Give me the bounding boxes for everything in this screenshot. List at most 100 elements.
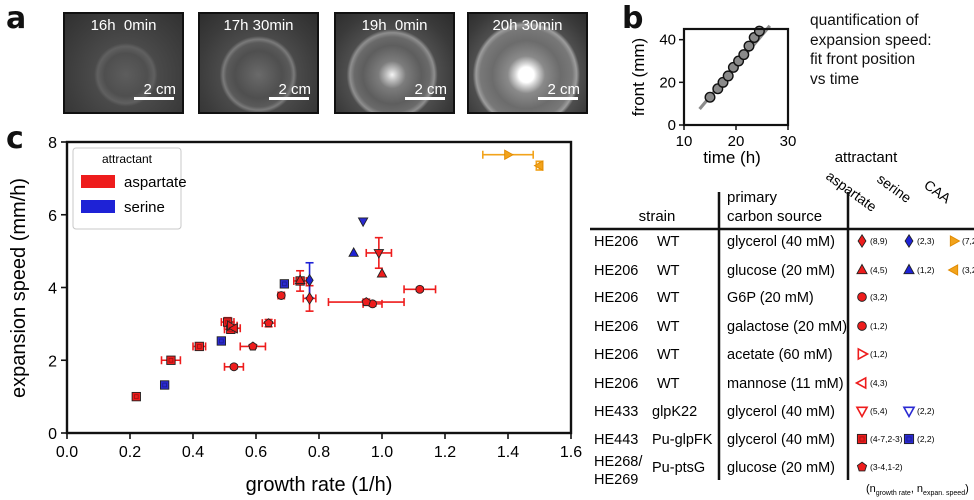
x-tick-label: 20: [728, 133, 745, 150]
sample-count: (2,2): [917, 406, 935, 416]
data-point: [357, 217, 369, 228]
footnote: (ngrowth rate, nexpan. speed): [866, 483, 969, 497]
timepoint-label: 20h 30min: [492, 17, 563, 34]
data-point-inner: [168, 357, 174, 363]
strain-genotype: WT: [657, 263, 680, 279]
panel-letter-c: c: [6, 121, 24, 156]
legend-label: aspartate: [124, 174, 187, 191]
strain-genotype: WT: [657, 290, 680, 306]
row-marker: [855, 406, 869, 419]
front-vs-time-chart: 10 20 30 0 20 40 time (h) front (mm): [629, 24, 797, 167]
y-axis-label: expansion speed (mm/h): [8, 178, 30, 398]
row-marker-inner: [906, 436, 912, 442]
x-tick-label: 0.4: [182, 444, 204, 461]
x-tick-label: 0.8: [308, 444, 330, 461]
table-row: HE206 WT acetate (60 mM) (1,2): [594, 347, 888, 363]
carbon-source: acetate (60 mM): [727, 347, 833, 363]
scalebar: [405, 97, 445, 100]
data-point: [376, 267, 388, 278]
footnote-text: ): [965, 483, 969, 495]
scalebar-label: 2 cm: [547, 81, 580, 98]
sample-count: (8,9): [870, 236, 888, 246]
table-row: HE206 WT glucose (20 mM) (4,5) (1,2) (3,2): [594, 263, 974, 279]
sample-count: (2,3): [917, 236, 935, 246]
footnote-text: (n: [866, 483, 876, 495]
x-tick-label: 0.2: [119, 444, 141, 461]
y-tick-label: 6: [48, 208, 57, 225]
data-point-inner: [162, 382, 167, 388]
x-tick-label: 1.2: [434, 444, 456, 461]
row-marker: [904, 233, 914, 249]
row-marker: [856, 263, 868, 275]
sample-count: (3,2): [870, 292, 888, 302]
row-marker: [902, 406, 916, 419]
carbon-source: G6P (20 mM): [727, 290, 814, 306]
data-point: [276, 291, 286, 300]
data-point: [533, 160, 544, 172]
row-marker: [854, 376, 867, 390]
strain-name: HE269: [594, 472, 638, 488]
column-header-caa: CAA: [921, 176, 954, 206]
sample-count: (2,2): [917, 434, 935, 444]
row-marker: [856, 461, 868, 472]
carbon-source: mannose (11 mM): [727, 376, 844, 392]
carbon-source: glycerol (40 mM): [727, 432, 835, 448]
note-line: fit front position: [810, 51, 916, 68]
plate-photo-1: 16h 0min 2 cm: [63, 12, 184, 114]
row-marker: [903, 433, 915, 445]
strain-name: HE268/: [594, 454, 643, 470]
table-row: HE433 glpK22 glycerol (40 mM) (5,4) (2,2): [594, 404, 935, 420]
data-point: [166, 355, 176, 365]
carbon-source: glucose (20 mM): [727, 263, 835, 279]
row-marker: [903, 263, 915, 275]
timepoint-label: 19h 0min: [361, 17, 428, 34]
row-marker: [856, 433, 868, 445]
data-point-inner: [282, 281, 287, 287]
plate-photo-2: 17h 30min 2 cm: [198, 12, 319, 114]
scalebar: [269, 97, 309, 100]
data-point: [348, 246, 360, 257]
sample-count: (7,2): [962, 236, 974, 246]
y-tick-label: 20: [659, 74, 676, 91]
front-point: [704, 91, 716, 103]
strain-name: HE206: [594, 347, 638, 363]
data-point: [216, 336, 226, 346]
strain-genotype: Pu-glpFK: [652, 432, 713, 448]
strain-genotype: glpK22: [652, 404, 697, 420]
row-marker: [947, 264, 959, 276]
sample-count: (1,2): [917, 265, 935, 275]
carbon-source: glycerol (40 mM): [727, 234, 835, 250]
x-tick-label: 30: [780, 133, 797, 150]
sample-count: (3,2): [962, 265, 974, 275]
x-tick-label: 0.6: [245, 444, 267, 461]
legend: attractant aspartate serine: [72, 147, 187, 230]
column-header-source: primary: [727, 189, 778, 206]
sample-count: (4,5): [870, 265, 888, 275]
strain-genotype: WT: [657, 347, 680, 363]
y-tick-label: 2: [48, 353, 57, 370]
data-point-inner: [134, 394, 139, 399]
sample-count: (3-4,1-2): [870, 462, 903, 472]
table-row: HE268/HE269 Pu-ptsG glucose (20 mM) (3-4,1-…: [594, 454, 903, 488]
carbon-source: glucose (20 mM): [727, 460, 835, 476]
table-row: HE206 WT galactose (20 mM) (1,2): [594, 319, 888, 335]
sample-count: (1,2): [870, 349, 888, 359]
panel-letter-a: a: [6, 1, 27, 36]
sample-count: (4-7,2-3): [870, 434, 903, 444]
scalebar: [538, 97, 578, 100]
table-row: HE206 WT mannose (11 mM) (4,3): [594, 376, 888, 392]
row-marker: [857, 347, 870, 361]
x-tick-label: 10: [676, 133, 693, 150]
data-point: [305, 291, 314, 305]
y-tick-label: 0: [48, 426, 57, 443]
data-point: [229, 362, 239, 372]
panel-b-note: quantification of expansion speed: fit f…: [810, 11, 932, 89]
data-point: [504, 149, 514, 161]
timepoint-label: 16h 0min: [90, 17, 157, 34]
carbon-source: galactose (20 mM): [727, 319, 847, 335]
scalebar-label: 2 cm: [278, 81, 311, 98]
plot-frame: [682, 27, 790, 127]
row-marker: [857, 292, 867, 302]
sample-count: (5,4): [870, 406, 888, 416]
legend-swatch-aspartate: [81, 175, 115, 188]
